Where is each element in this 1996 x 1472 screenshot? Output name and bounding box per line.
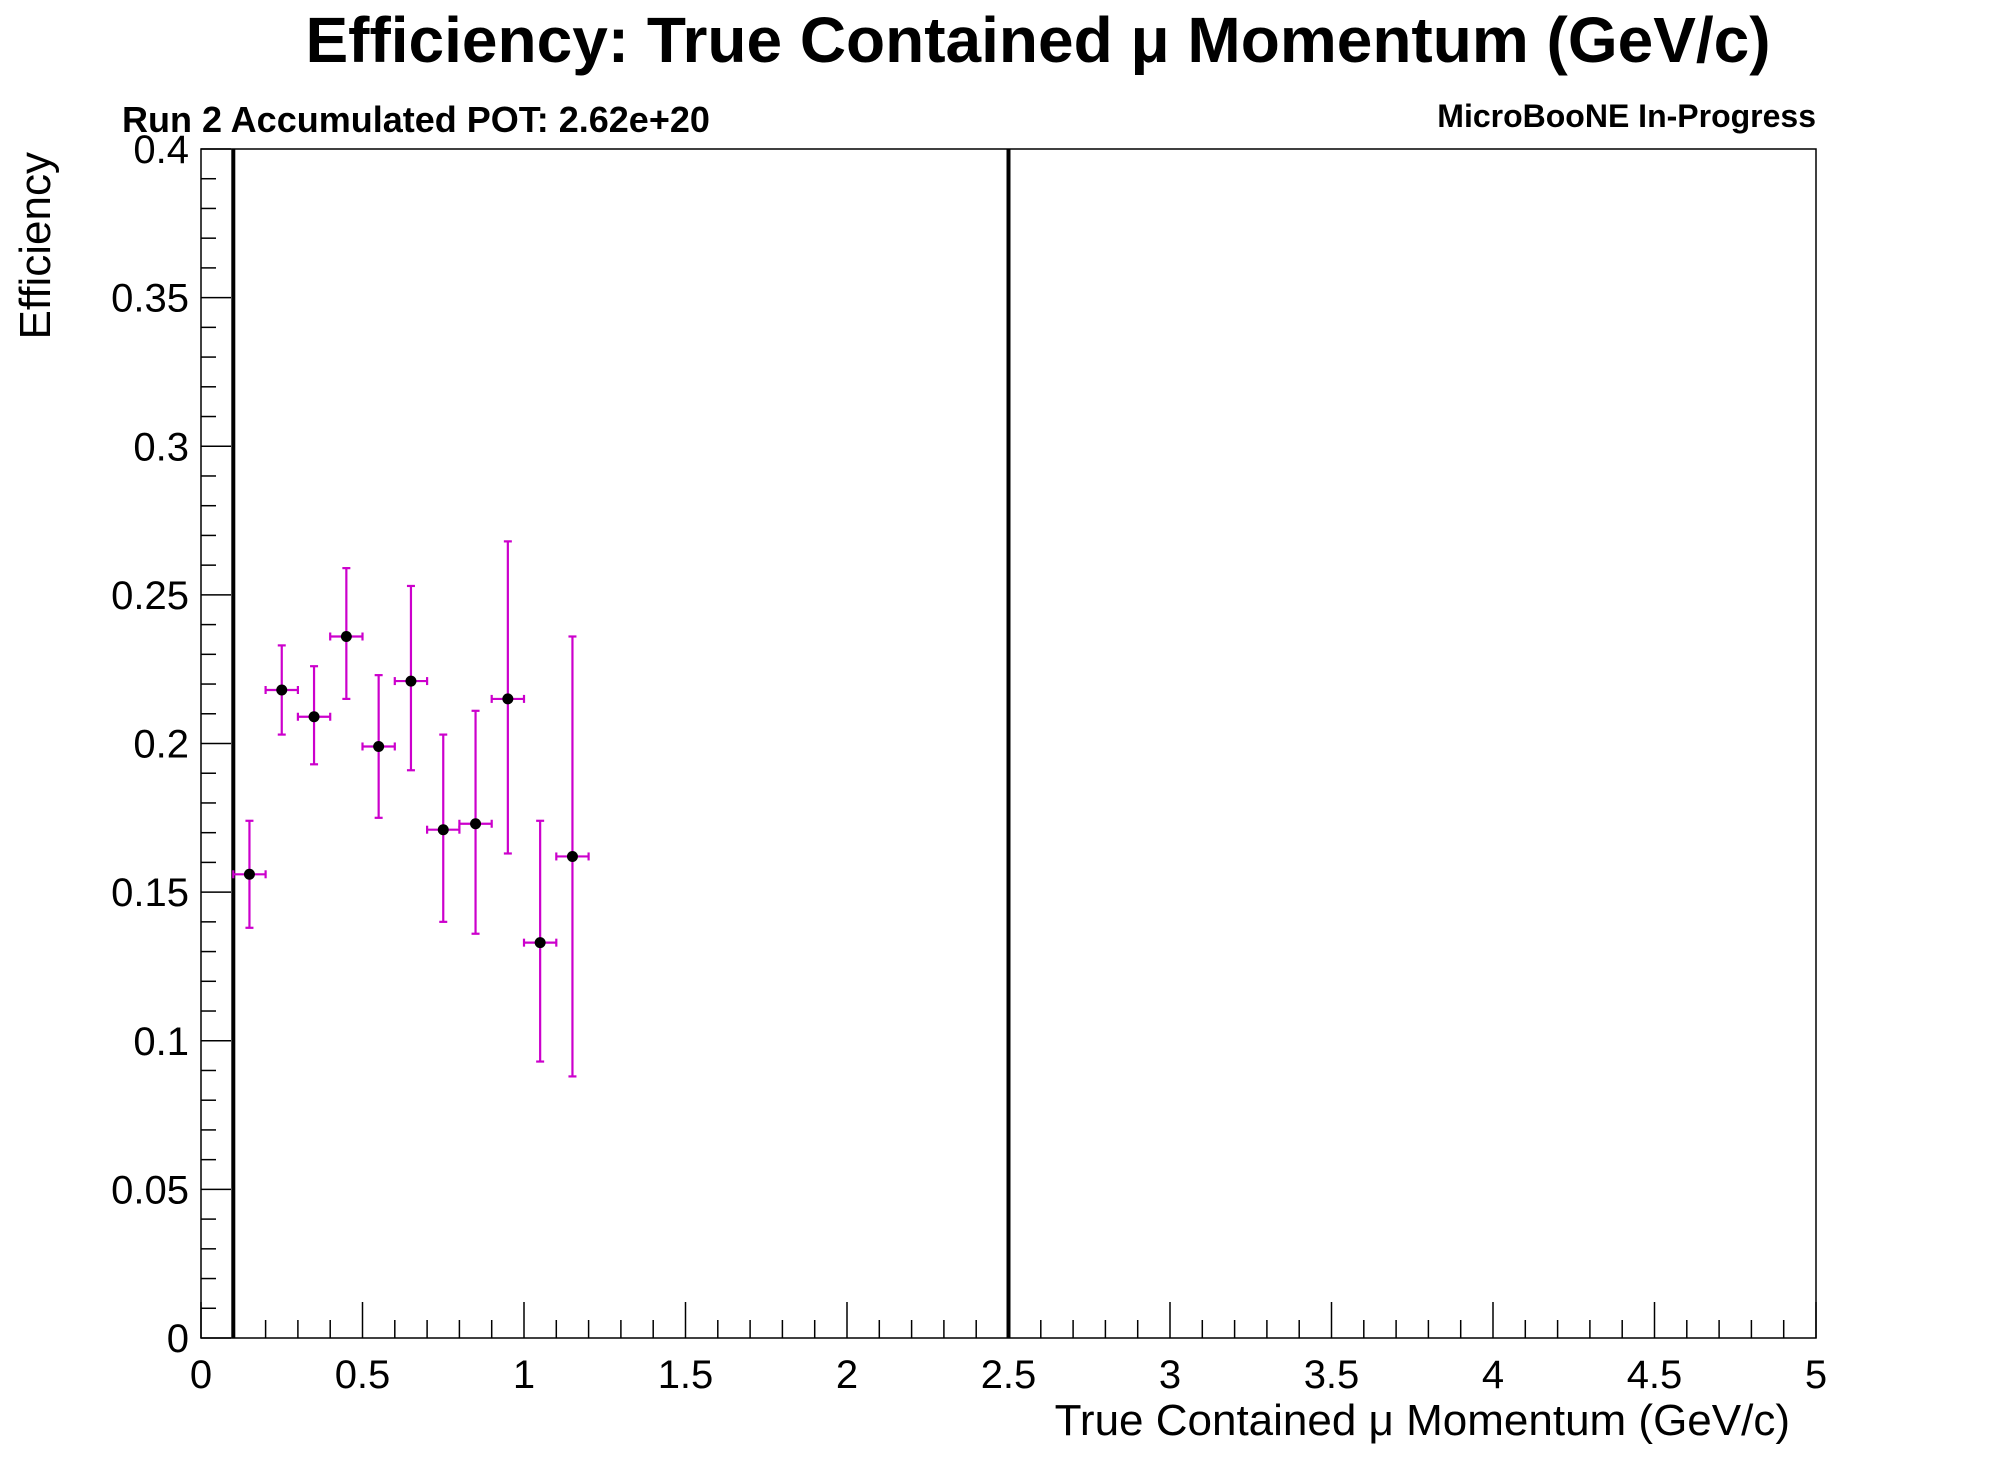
y-axis-label: Efficiency (11, 152, 60, 340)
x-tick-label: 4.5 (1627, 1353, 1683, 1397)
data-point (502, 693, 514, 705)
y-tick-label: 0.25 (111, 574, 189, 618)
chart-title: Efficiency: True Contained μ Momentum (G… (305, 4, 1770, 76)
pot-subtitle: Run 2 Accumulated POT: 2.62e+20 (122, 99, 710, 140)
y-tick-label: 0.35 (111, 277, 189, 321)
y-tick-label: 0.3 (133, 425, 189, 469)
y-axis-tick-labels: 0 0.05 0.1 0.15 0.2 0.25 0.3 0.35 0.4 (111, 128, 189, 1361)
experiment-label: MicroBooNE In-Progress (1437, 98, 1816, 134)
y-tick-label: 0 (167, 1317, 189, 1361)
data-point (340, 630, 352, 642)
x-tick-label: 3.5 (1304, 1353, 1360, 1397)
x-axis-label: True Contained μ Momentum (GeV/c) (1055, 1396, 1790, 1445)
y-axis-ticks (201, 148, 231, 1339)
data-point (470, 818, 482, 830)
boundary-lines (231, 149, 1011, 1338)
x-tick-label: 4 (1482, 1353, 1504, 1397)
x-tick-label: 2 (836, 1353, 858, 1397)
x-tick-label: 0.5 (335, 1353, 391, 1397)
x-tick-label: 1 (513, 1353, 535, 1397)
y-tick-label: 0.05 (111, 1168, 189, 1212)
y-tick-label: 0.15 (111, 871, 189, 915)
x-tick-label: 0 (190, 1353, 212, 1397)
data-point (437, 824, 449, 836)
data-point (308, 711, 320, 723)
data-point (405, 675, 417, 687)
y-tick-label: 0.2 (133, 723, 189, 767)
data-point (276, 684, 288, 696)
y-tick-label: 0.1 (133, 1020, 189, 1064)
y-tick-label: 0.4 (133, 128, 189, 172)
x-tick-label: 1.5 (658, 1353, 714, 1397)
data-point (243, 868, 255, 880)
data-point (373, 740, 385, 752)
x-tick-label: 3 (1159, 1353, 1181, 1397)
x-tick-label: 5 (1805, 1353, 1827, 1397)
x-tick-label: 2.5 (981, 1353, 1037, 1397)
x-axis-tick-labels: 0 0.5 1 1.5 2 2.5 3 3.5 4 4.5 5 (190, 1353, 1827, 1397)
data-points (232, 540, 590, 1078)
data-point (566, 850, 578, 862)
data-point (534, 937, 546, 949)
